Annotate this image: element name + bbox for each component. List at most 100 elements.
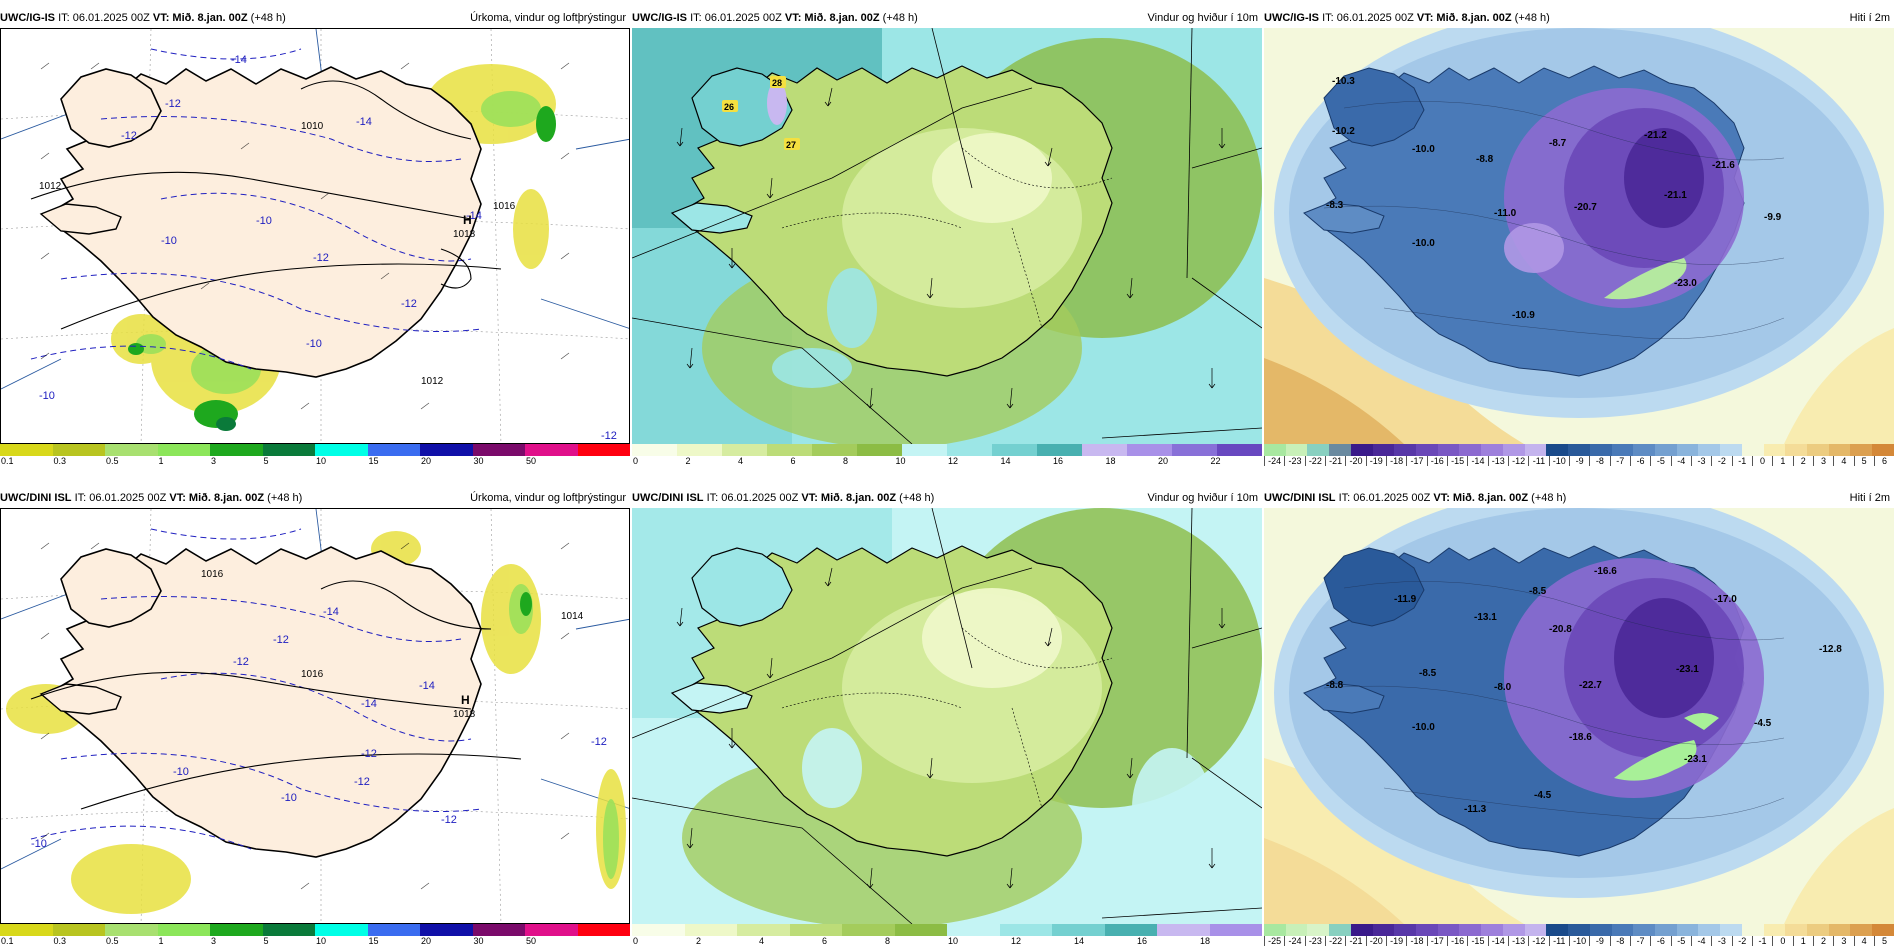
precip-map[interactable]: H 1018 1012 1016 1010 1012 -14 -12 -14 -… <box>0 28 630 444</box>
panel-precip-dini: UWC/DINI ISL IT: 06.01.2025 00Z VT: Mið.… <box>0 490 630 952</box>
legend-swatch <box>1741 924 1764 936</box>
temperature-label: -4.5 <box>1754 718 1772 729</box>
legend-tick-label: 1 <box>1792 936 1813 946</box>
temperature-isotherm-label: -10 <box>256 215 272 227</box>
init-time: IT: 06.01.2025 00Z <box>1338 492 1431 504</box>
legend-tick-label: 6 <box>822 936 828 946</box>
legend-swatch <box>1611 924 1634 936</box>
legend-swatch <box>947 444 992 456</box>
legend-tick-label: 0.3 <box>53 936 67 946</box>
precip-map[interactable]: H 1018 1016 1014 1016 -14 -12 -12 -14 -1… <box>0 508 630 924</box>
legend-swatches <box>0 924 630 936</box>
legend-tick-label: 1 <box>1772 456 1792 466</box>
legend-tick-label: -12 <box>1528 936 1548 946</box>
legend-tick-label: 0 <box>1772 936 1792 946</box>
panel-title: Vindur og hviður í 10m <box>1147 12 1258 24</box>
legend-swatch <box>1850 444 1873 456</box>
legend-swatches <box>1264 444 1894 456</box>
legend-swatch <box>210 924 263 936</box>
legend-swatch <box>812 444 857 456</box>
legend-swatch <box>1828 444 1851 456</box>
legend-tick-label: -15 <box>1467 936 1487 946</box>
init-time: IT: 06.01.2025 00Z <box>1322 12 1414 24</box>
legend-tick-label: 14 <box>1074 936 1085 946</box>
legend-tick-label: -1 <box>1751 936 1772 946</box>
lead-time: (+48 h) <box>899 492 935 504</box>
legend-swatch <box>577 444 630 456</box>
legend-swatch <box>1037 444 1082 456</box>
legend-ticks: 0 2 4 6 8 10 12 14 16 18 20 22 <box>632 456 1262 466</box>
temperature-label: -21.1 <box>1664 190 1687 201</box>
temperature-label: -11.9 <box>1394 594 1417 605</box>
legend-tick-label: -7 <box>1629 936 1650 946</box>
pressure-label: 1018 <box>453 229 476 240</box>
legend-tick-label: -19 <box>1365 456 1386 466</box>
temperature-isotherm-label: -10 <box>306 338 322 350</box>
legend-tick-label: -2 <box>1731 936 1752 946</box>
legend-swatch <box>1785 444 1807 456</box>
valid-time: Mið. 8.jan. 00Z <box>172 12 248 24</box>
legend-swatch <box>857 444 902 456</box>
legend-swatch <box>1127 444 1172 456</box>
legend-swatch <box>1633 924 1655 936</box>
temperature-label: -12.8 <box>1819 644 1842 655</box>
temperature-label: -8.8 <box>1326 680 1344 691</box>
legend-swatch <box>262 924 315 936</box>
legend-swatches <box>632 924 1262 936</box>
legend-tick-label: -10 <box>1548 456 1569 466</box>
model-name: UWC/DINI ISL <box>632 492 704 504</box>
legend-tick-label: 10 <box>895 456 906 466</box>
legend-swatch <box>1372 444 1395 456</box>
legend-tick-label: 22 <box>1210 456 1221 466</box>
temperature-isotherm-label: -12 <box>354 776 370 788</box>
legend-swatch <box>1524 924 1547 936</box>
temperature-label: -8.3 <box>1326 200 1344 211</box>
wind-map[interactable] <box>632 508 1262 924</box>
legend-swatch <box>1720 924 1742 936</box>
temperature-map[interactable]: -16.6 -11.9 -8.5 -13.1 -20.8 -17.0 -12.8… <box>1264 508 1894 924</box>
legend-tick-label: -5 <box>1670 936 1691 946</box>
legend-swatch <box>1481 924 1503 936</box>
temperature-label: -8.7 <box>1549 138 1567 149</box>
legend-swatch <box>1872 924 1894 936</box>
legend-swatch <box>1172 444 1217 456</box>
lead-time: (+48 h) <box>250 12 286 24</box>
valid-time-label: VT: <box>169 492 186 504</box>
legend-swatch <box>367 444 420 456</box>
panel-title: Úrkoma, vindur og loftþrýstingur <box>470 12 626 24</box>
legend-swatch <box>632 924 685 936</box>
panel-header: UWC/IG-IS IT: 06.01.2025 00Z VT: Mið. 8.… <box>0 10 630 26</box>
legend-swatch <box>0 444 53 456</box>
wind-map[interactable]: 28 26 27 <box>632 28 1262 444</box>
legend-swatch <box>472 444 525 456</box>
legend-swatch <box>577 924 630 936</box>
legend-swatch <box>1763 444 1786 456</box>
legend-swatch <box>105 444 158 456</box>
legend-swatch <box>737 924 790 936</box>
valid-time-label: VT: <box>784 12 802 24</box>
legend-tick-label: 20 <box>421 456 432 466</box>
temperature-isotherm-label: -10 <box>31 838 47 850</box>
legend-tick-label: -2 <box>1711 456 1731 466</box>
panel-precip-igis: UWC/IG-IS IT: 06.01.2025 00Z VT: Mið. 8.… <box>0 10 630 472</box>
legend-tick-label: -13 <box>1487 456 1508 466</box>
legend-tick-label: -20 <box>1345 456 1365 466</box>
legend-tick-label: 5 <box>263 456 269 466</box>
legend-swatch <box>1437 444 1460 456</box>
model-name: UWC/DINI ISL <box>0 492 72 504</box>
valid-time-label: VT: <box>152 12 170 24</box>
legend-swatch <box>1394 924 1417 936</box>
legend-swatch <box>1828 924 1851 936</box>
legend-tick-label: 0.1 <box>1 456 14 466</box>
temperature-map[interactable]: -10.3 -10.2 -10.0 -8.8 -8.7 -21.2 -21.6 … <box>1264 28 1894 444</box>
legend-tick-label: -13 <box>1507 936 1528 946</box>
temperature-isotherm-label: -12 <box>313 252 329 264</box>
legend-swatch <box>262 444 315 456</box>
legend-tick-label: 50 <box>526 456 537 466</box>
legend-tick-label: 3 <box>211 456 217 466</box>
lead-time: (+48 h) <box>1531 492 1567 504</box>
legend-swatch <box>1568 444 1590 456</box>
legend-swatch <box>1654 444 1677 456</box>
temperature-label: -8.8 <box>1476 154 1494 165</box>
valid-time-label: VT: <box>1416 12 1434 24</box>
